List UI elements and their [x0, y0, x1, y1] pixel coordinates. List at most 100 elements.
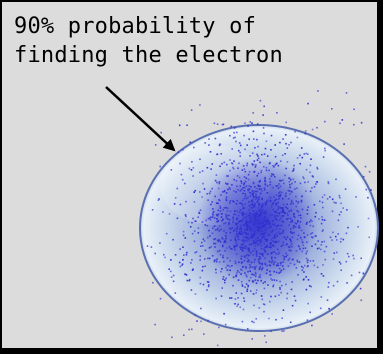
electron-dot: [252, 112, 254, 114]
electron-dot: [246, 225, 248, 228]
electron-dot: [270, 246, 272, 249]
electron-dot: [290, 231, 292, 234]
electron-dot: [255, 272, 257, 275]
electron-dot: [311, 232, 314, 234]
electron-dot: [242, 187, 244, 189]
electron-dot: [248, 201, 250, 203]
electron-dot: [275, 225, 277, 228]
electron-dot: [225, 247, 228, 249]
electron-dot: [238, 220, 240, 223]
electron-dot: [235, 233, 238, 235]
electron-dot: [272, 202, 275, 204]
electron-dot: [232, 137, 235, 139]
electron-dot: [293, 164, 295, 167]
electron-dot: [306, 261, 309, 264]
electron-dot: [310, 219, 312, 221]
electron-dot: [278, 213, 281, 215]
electron-dot: [284, 195, 287, 197]
electron-dot: [257, 184, 259, 186]
electron-dot: [191, 232, 194, 235]
electron-dot: [294, 181, 296, 183]
electron-dot: [258, 261, 260, 263]
electron-dot: [277, 201, 280, 204]
electron-dot: [359, 287, 362, 290]
electron-dot: [206, 193, 208, 195]
electron-dot: [288, 144, 290, 146]
electron-dot: [190, 109, 193, 111]
electron-dot: [199, 158, 201, 161]
electron-dot: [263, 232, 265, 235]
electron-dot: [221, 287, 223, 289]
electron-dot: [193, 201, 196, 203]
electron-dot: [249, 270, 251, 272]
electron-dot: [304, 132, 307, 135]
electron-dot: [240, 233, 242, 235]
electron-dot: [204, 265, 206, 267]
electron-dot: [253, 242, 256, 245]
electron-dot: [218, 230, 221, 232]
electron-dot: [283, 256, 286, 258]
electron-dot: [226, 207, 229, 209]
electron-dot: [226, 257, 229, 259]
electron-dot: [243, 300, 246, 302]
electron-dot: [235, 223, 238, 226]
electron-dot: [256, 190, 259, 193]
electron-dot: [247, 270, 249, 273]
electron-dot: [289, 321, 292, 324]
electron-dot: [299, 221, 302, 223]
electron-dot: [251, 164, 254, 166]
electron-dot: [244, 247, 246, 249]
electron-dot: [289, 228, 292, 230]
electron-dot: [328, 281, 330, 284]
electron-dot: [284, 212, 286, 215]
electron-dot: [251, 320, 253, 323]
electron-dot: [249, 290, 252, 292]
electron-dot: [285, 206, 287, 208]
electron-dot: [255, 289, 258, 291]
electron-dot: [260, 222, 263, 224]
electron-dot: [212, 227, 214, 229]
electron-dot: [286, 207, 289, 210]
electron-dot: [292, 167, 295, 170]
electron-dot: [190, 169, 193, 171]
electron-dot: [311, 324, 313, 327]
electron-dot: [236, 185, 238, 188]
electron-dot: [270, 242, 272, 244]
electron-dot: [218, 182, 220, 185]
electron-dot: [195, 251, 198, 253]
electron-dot: [250, 207, 253, 209]
electron-dot: [253, 274, 255, 276]
electron-dot: [215, 214, 218, 216]
electron-dot: [367, 196, 369, 199]
electron-dot: [306, 241, 308, 244]
electron-dot: [252, 280, 255, 283]
electron-dot: [243, 197, 246, 200]
electron-dot: [305, 168, 308, 171]
caption-line-2: finding the electron: [14, 43, 283, 68]
electron-dot: [225, 175, 228, 177]
electron-dot: [192, 217, 194, 220]
electron-dot: [222, 218, 224, 221]
electron-dot: [202, 265, 204, 268]
electron-dot: [168, 213, 171, 215]
electron-dot: [210, 203, 212, 206]
electron-dot: [260, 240, 263, 243]
electron-dot: [252, 200, 254, 203]
electron-dot: [286, 147, 289, 149]
electron-dot: [200, 307, 202, 310]
electron-dot: [306, 234, 309, 236]
electron-dot: [327, 181, 330, 183]
electron-dot: [360, 121, 363, 124]
electron-dot: [219, 241, 222, 243]
electron-dot: [269, 196, 272, 199]
electron-dot: [242, 211, 244, 214]
electron-dot: [262, 127, 265, 129]
electron-dot: [214, 246, 216, 248]
electron-dot: [282, 197, 284, 200]
electron-dot: [202, 182, 204, 185]
electron-dot: [250, 252, 252, 255]
electron-dot: [272, 223, 274, 225]
electron-dot: [287, 189, 290, 192]
electron-dot: [256, 197, 258, 200]
electron-dot: [251, 122, 253, 124]
